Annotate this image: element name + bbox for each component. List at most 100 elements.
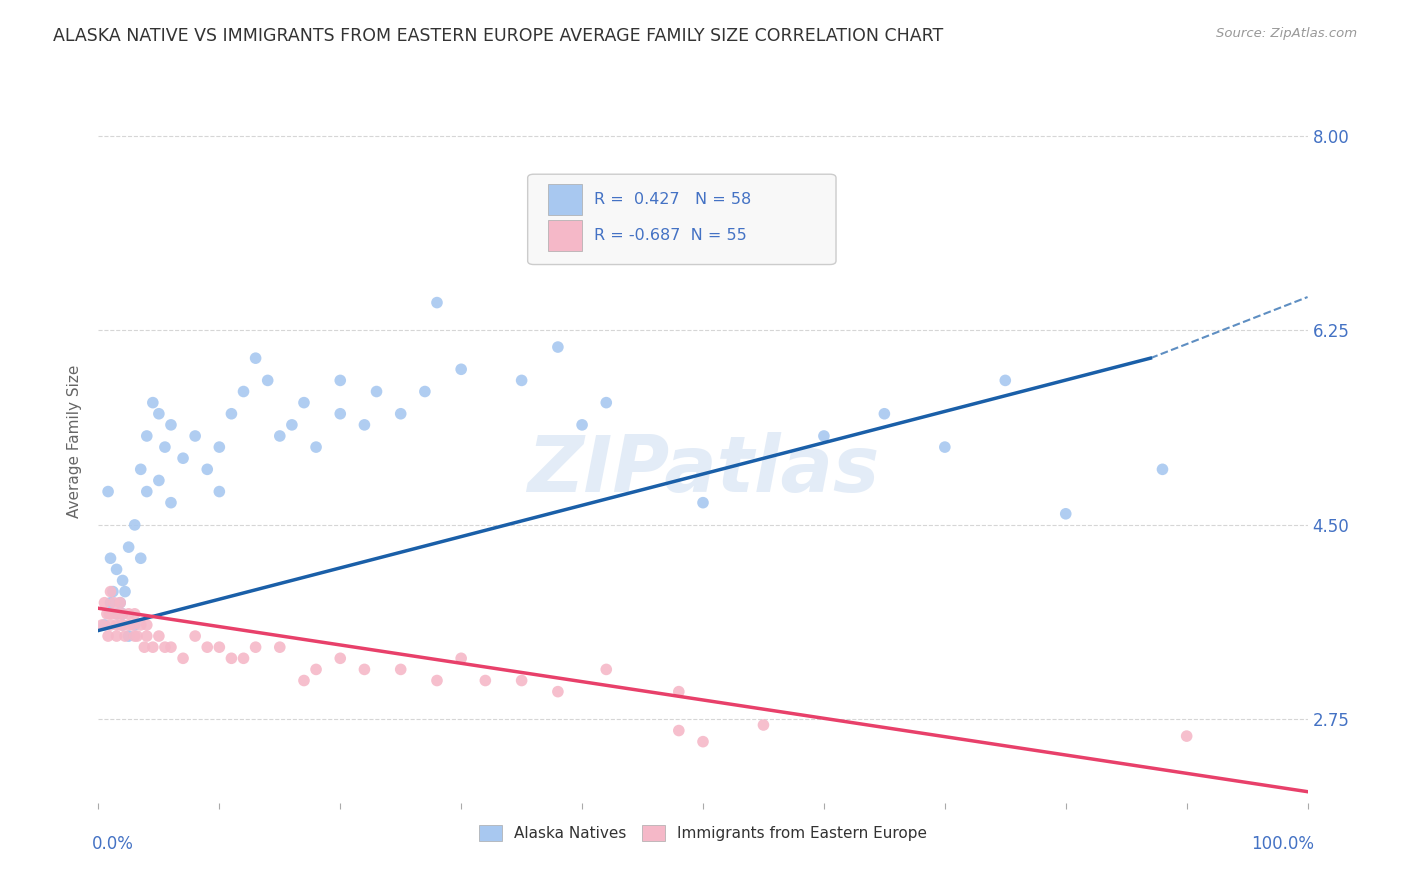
Point [135,484,157,499]
Point [450,651,472,665]
Point [329,373,352,387]
Point [195,640,218,655]
Text: R = -0.687  N = 55: R = -0.687 N = 55 [595,228,747,244]
Point [153,640,176,655]
Text: 0.0%: 0.0% [93,835,134,854]
Point [595,395,617,409]
Point [111,618,134,632]
Point [111,618,134,632]
Point [97,484,120,499]
Point [105,618,128,632]
Point [305,440,328,454]
Point [208,440,231,454]
Point [172,651,194,665]
Point [813,429,835,443]
Point [108,596,131,610]
Point [426,295,449,310]
Point [135,429,157,443]
Point [160,417,183,432]
Point [111,574,134,588]
Point [118,629,141,643]
FancyBboxPatch shape [548,185,582,215]
Point [292,395,315,409]
Point [101,584,124,599]
Point [108,618,131,632]
Point [148,407,170,421]
Point [111,607,134,621]
Point [547,684,569,698]
Point [98,607,121,621]
Point [100,584,122,599]
Point [353,417,375,432]
Legend: Alaska Natives, Immigrants from Eastern Europe: Alaska Natives, Immigrants from Eastern … [472,819,934,847]
Point [127,629,149,643]
Point [172,451,194,466]
Text: ALASKA NATIVE VS IMMIGRANTS FROM EASTERN EUROPE AVERAGE FAMILY SIZE CORRELATION : ALASKA NATIVE VS IMMIGRANTS FROM EASTERN… [53,27,943,45]
Point [105,607,128,621]
Point [153,440,176,454]
Point [510,373,533,387]
Point [121,618,143,632]
Point [91,618,114,632]
Point [934,440,956,454]
Point [114,584,136,599]
Point [208,640,231,655]
Point [129,462,152,476]
Point [184,429,207,443]
Point [124,618,146,632]
Point [221,651,243,665]
Point [292,673,315,688]
Point [595,662,617,676]
Point [105,562,128,576]
Point [195,462,218,476]
Text: ZIPatlas: ZIPatlas [527,433,879,508]
Point [1175,729,1198,743]
Point [108,596,131,610]
Point [1054,507,1077,521]
Point [160,496,183,510]
Point [269,640,291,655]
Point [208,484,231,499]
Point [692,734,714,748]
Point [389,662,412,676]
Point [389,407,412,421]
Point [269,429,291,443]
Point [873,407,896,421]
Point [100,596,122,610]
Y-axis label: Average Family Size: Average Family Size [66,365,82,518]
Point [124,629,146,643]
Point [107,607,129,621]
Point [100,551,122,566]
Point [450,362,472,376]
Point [142,395,165,409]
Point [129,551,152,566]
Point [245,640,267,655]
Point [135,618,157,632]
Text: R =  0.427   N = 58: R = 0.427 N = 58 [595,192,751,207]
Point [93,596,115,610]
Point [124,517,146,532]
Point [148,629,170,643]
Point [366,384,388,399]
Point [571,417,593,432]
Point [994,373,1017,387]
Point [129,618,152,632]
Point [1152,462,1174,476]
FancyBboxPatch shape [527,174,837,265]
Point [329,407,352,421]
Point [118,540,141,554]
Point [184,629,207,643]
Text: 100.0%: 100.0% [1250,835,1313,854]
Point [413,384,436,399]
Point [97,629,120,643]
FancyBboxPatch shape [548,220,582,251]
Point [329,651,352,665]
Point [103,596,125,610]
Point [100,618,122,632]
Point [142,640,165,655]
Point [426,673,449,688]
Point [245,351,267,366]
Point [134,640,156,655]
Point [111,607,134,621]
Point [256,373,278,387]
